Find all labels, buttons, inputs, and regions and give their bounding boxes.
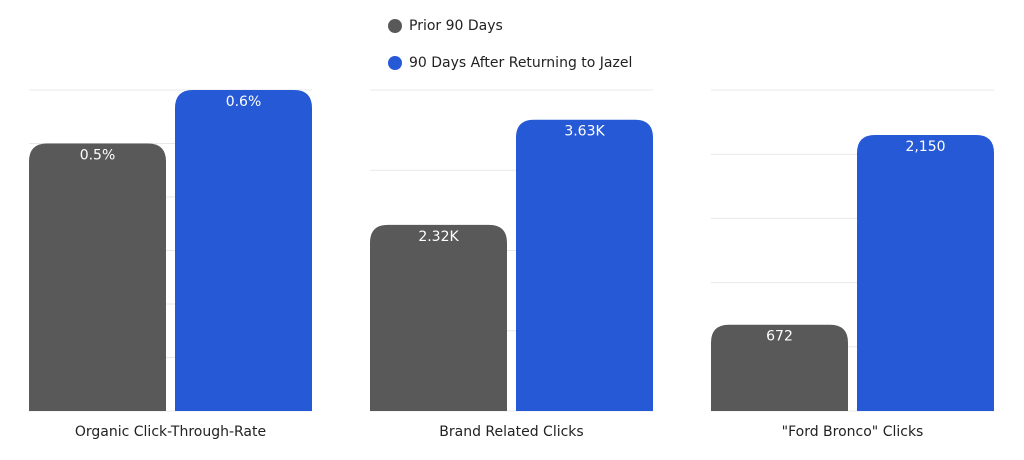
bar <box>370 224 507 411</box>
bar <box>711 324 848 411</box>
data-label: 0.6% <box>226 94 262 110</box>
x-axis-label: "Ford Bronco" Clicks <box>782 424 924 440</box>
legend-label: 90 Days After Returning to Jazel <box>409 55 632 71</box>
data-label: 2.32K <box>418 229 459 245</box>
data-label: 3.63K <box>564 124 605 140</box>
bar <box>175 90 312 411</box>
bar <box>857 134 994 411</box>
bar <box>29 143 166 411</box>
x-axis-label: Organic Click-Through-Rate <box>75 424 266 440</box>
legend-swatch <box>388 56 402 70</box>
data-label: 0.5% <box>80 148 116 164</box>
bar <box>516 119 653 411</box>
legend-swatch <box>388 19 402 33</box>
data-label: 2,150 <box>905 139 945 155</box>
data-label: 672 <box>766 329 793 345</box>
legend-label: Prior 90 Days <box>409 18 503 34</box>
x-axis-label: Brand Related Clicks <box>439 424 583 440</box>
